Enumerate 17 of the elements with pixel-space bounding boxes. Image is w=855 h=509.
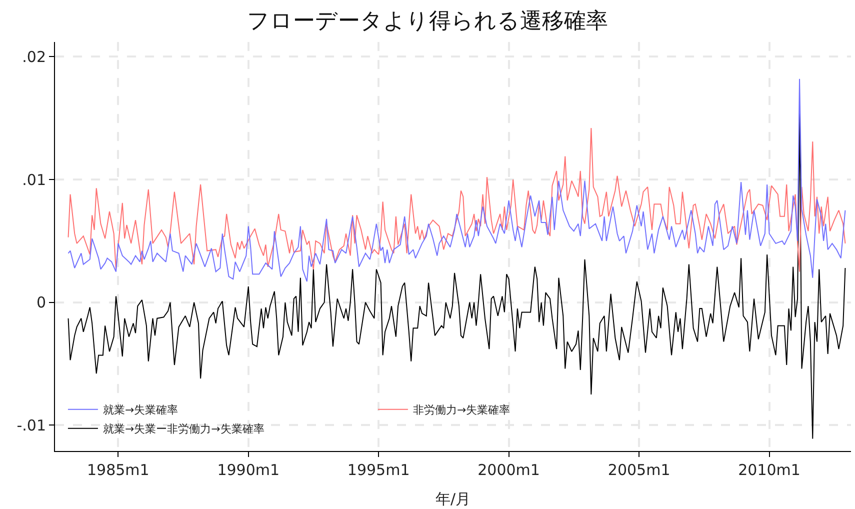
legend-label: 非労働力→失業確率 [412, 404, 510, 417]
legend-label: 就業→失業確率 [102, 404, 178, 417]
line-series [68, 78, 846, 282]
x-tick-label: 2000m1 [478, 461, 540, 479]
x-tick-label: 2005m1 [608, 461, 670, 479]
x-tick-label: 1985m1 [87, 461, 150, 479]
y-tick-label: -.01 [16, 416, 46, 434]
x-tick-label: 1990m1 [217, 461, 280, 479]
y-tick-label: .02 [22, 48, 46, 66]
line-series [68, 127, 846, 272]
y-tick-label: 0 [36, 294, 46, 312]
chart-title: フローデータより得られる遷移確率 [247, 9, 608, 34]
y-tick-label: .01 [22, 170, 46, 189]
x-axis-title: 年/月 [435, 490, 471, 508]
x-tick-label: 1995m1 [347, 461, 410, 479]
x-tick-label: 2010m1 [738, 461, 800, 479]
legend-label: 就業→失業ー非労働力→失業確率 [102, 422, 264, 436]
